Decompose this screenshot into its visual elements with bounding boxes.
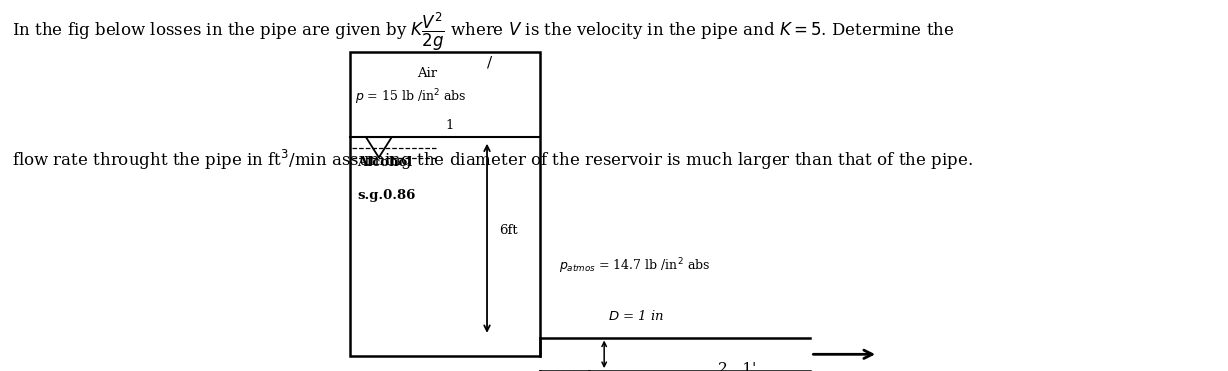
Text: In the fig below losses in the pipe are given by $K\dfrac{V^2}{2g}$ where $V$ is: In the fig below losses in the pipe are … xyxy=(12,11,954,53)
Text: Air: Air xyxy=(416,67,437,80)
Text: 6ft: 6ft xyxy=(500,224,518,237)
Text: Alcohol: Alcohol xyxy=(357,156,413,169)
Text: 2   1': 2 1' xyxy=(718,362,756,371)
Text: /: / xyxy=(488,56,492,70)
Text: $D$ = 1 in: $D$ = 1 in xyxy=(608,309,664,323)
Bar xyxy=(350,52,540,356)
Text: 1: 1 xyxy=(445,119,453,132)
Text: $p_{atmos}$ = 14.7 lb /in$^2$ abs: $p_{atmos}$ = 14.7 lb /in$^2$ abs xyxy=(559,256,710,276)
Text: flow rate throught the pipe in ft$^3$/min assuming the diameter of the reservoir: flow rate throught the pipe in ft$^3$/mi… xyxy=(12,148,973,173)
Text: $p$ = 15 lb /in$^2$ abs: $p$ = 15 lb /in$^2$ abs xyxy=(355,87,467,106)
Text: s.g.0.86: s.g.0.86 xyxy=(357,189,416,202)
